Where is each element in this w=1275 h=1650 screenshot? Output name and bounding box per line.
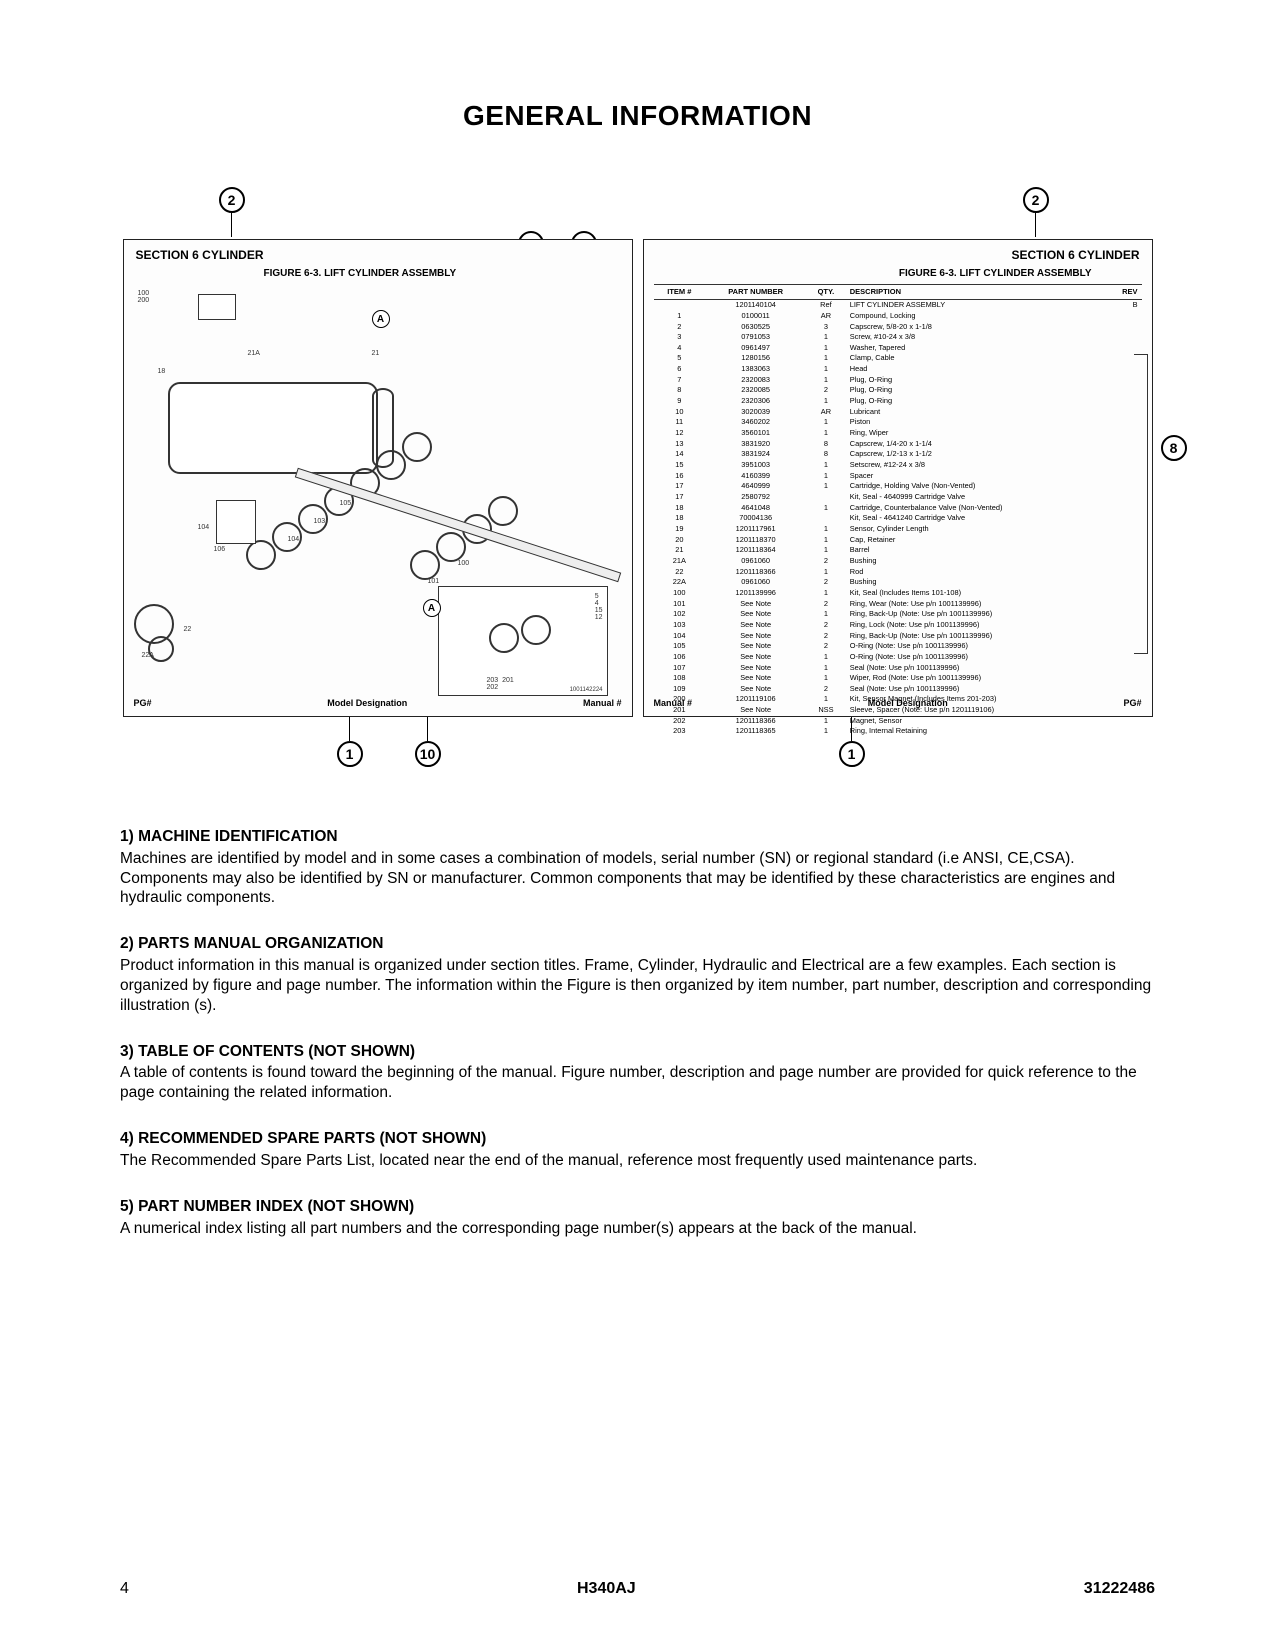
section-heading: 2) PARTS MANUAL ORGANIZATION bbox=[120, 934, 1155, 954]
left-footer: PG# Model Designation Manual # bbox=[124, 698, 632, 708]
th-qty: QTY. bbox=[806, 285, 846, 300]
diagram: 2 2 10 6 7 8 9 1 10 1 SECTION 6 CYLINDER… bbox=[123, 187, 1153, 767]
section-body: A numerical index listing all part numbe… bbox=[120, 1219, 1155, 1239]
right-section-header: SECTION 6 CYLINDER bbox=[1011, 248, 1139, 262]
table-row: 409614971Washer, Tapered bbox=[654, 342, 1142, 353]
table-row: 1912011179611Sensor, Cylinder Length bbox=[654, 523, 1142, 534]
section-heading: 1) MACHINE IDENTIFICATION bbox=[120, 827, 1155, 847]
callout-number: 2 bbox=[1023, 187, 1049, 213]
callout-8: 8 bbox=[1161, 435, 1187, 461]
th-desc: DESCRIPTION bbox=[846, 285, 1104, 300]
table-row: 1338319208Capscrew, 1/4-20 x 1-1/4 bbox=[654, 438, 1142, 449]
table-row: 823200852Plug, O-Ring bbox=[654, 385, 1142, 396]
section-body: A table of contents is found toward the … bbox=[120, 1063, 1155, 1103]
table-row: 109See Note2 Seal (Note: Use p/n 1001139… bbox=[654, 683, 1142, 694]
figure-title-left: FIGURE 6-3. LIFT CYLINDER ASSEMBLY bbox=[264, 268, 457, 279]
callout-1-left: 1 bbox=[337, 717, 363, 767]
callout-number: 2 bbox=[219, 187, 245, 213]
table-row: 106See Note1 O-Ring (Note: Use p/n 10011… bbox=[654, 651, 1142, 662]
bracket-icon bbox=[1134, 354, 1148, 654]
table-row: 103020039ARLubricant bbox=[654, 406, 1142, 417]
table-row: 1846410481Cartridge, Counterbalance Valv… bbox=[654, 502, 1142, 513]
table-row: 10012011399961Kit, Seal (Includes Items … bbox=[654, 587, 1142, 598]
marker-a-2: A bbox=[423, 599, 441, 617]
table-row: 613830631Head bbox=[654, 364, 1142, 375]
table-row: 102See Note1 Ring, Back-Up (Note: Use p/… bbox=[654, 609, 1142, 620]
footer-manual: Manual # bbox=[583, 698, 622, 708]
footer-model: Model Designation bbox=[868, 698, 948, 708]
footer-model: H340AJ bbox=[577, 1580, 636, 1598]
table-row: 20212011183661 Magnet, Sensor bbox=[654, 715, 1142, 726]
table-row: 103See Note2 Ring, Lock (Note: Use p/n 1… bbox=[654, 619, 1142, 630]
callout-2-left: 2 bbox=[219, 187, 245, 237]
right-panel: SECTION 6 CYLINDER FIGURE 6-3. LIFT CYLI… bbox=[643, 239, 1153, 717]
table-row: 172580792 Kit, Seal - 4640999 Cartridge … bbox=[654, 491, 1142, 502]
table-row: 105See Note2 O-Ring (Note: Use p/n 10011… bbox=[654, 641, 1142, 652]
figure-title-right: FIGURE 6-3. LIFT CYLINDER ASSEMBLY bbox=[899, 268, 1092, 279]
inset-detail: A 541512 203 201202 1001142224 bbox=[438, 586, 608, 696]
callout-number: 1 bbox=[337, 741, 363, 767]
left-panel: SECTION 6 CYLINDER FIGURE 6-3. LIFT CYLI… bbox=[123, 239, 633, 717]
callout-2-right: 2 bbox=[1023, 187, 1049, 237]
th-rev: REV bbox=[1104, 285, 1142, 300]
footer-docnum: 31222486 bbox=[1084, 1580, 1155, 1598]
table-row: 108See Note1 Wiper, Rod (Note: Use p/n 1… bbox=[654, 673, 1142, 684]
footer-pg: PG# bbox=[134, 698, 152, 708]
section-body: The Recommended Spare Parts List, locate… bbox=[120, 1151, 1155, 1171]
page-number: 4 bbox=[120, 1580, 129, 1598]
footer-model: Model Designation bbox=[327, 698, 407, 708]
footer-manual: Manual # bbox=[654, 698, 693, 708]
table-row: 512801561Clamp, Cable bbox=[654, 353, 1142, 364]
table-row: 2212011183661Rod bbox=[654, 566, 1142, 577]
cylinder-body bbox=[168, 382, 378, 474]
section-heading: 5) PART NUMBER INDEX (NOT SHOWN) bbox=[120, 1197, 1155, 1217]
right-footer: Manual # Model Designation PG# bbox=[644, 698, 1152, 708]
table-row: 206305253Capscrew, 5/8-20 x 1-1/8 bbox=[654, 321, 1142, 332]
sections: 1) MACHINE IDENTIFICATIONMachines are id… bbox=[120, 827, 1155, 1238]
table-row: 21A09610602 Bushing bbox=[654, 555, 1142, 566]
section-heading: 4) RECOMMENDED SPARE PARTS (NOT SHOWN) bbox=[120, 1129, 1155, 1149]
table-header-row: ITEM # PART NUMBER QTY. DESCRIPTION REV bbox=[654, 285, 1142, 300]
exploded-sketch: 100200 A 18 21A 21 104 103 105 101 bbox=[138, 290, 618, 666]
table-row: 1641603991Spacer bbox=[654, 470, 1142, 481]
section-body: Product information in this manual is or… bbox=[120, 956, 1155, 1015]
callout-number: 1 bbox=[839, 741, 865, 767]
callout-number: 8 bbox=[1161, 435, 1187, 461]
table-row: 1539510031Setscrew, #12-24 x 3/8 bbox=[654, 459, 1142, 470]
table-row: 2112011183641Barrel bbox=[654, 545, 1142, 556]
table-row: 1134602021Piston bbox=[654, 417, 1142, 428]
table-row: 1438319248Capscrew, 1/2-13 x 1-1/2 bbox=[654, 449, 1142, 460]
table-row: 2012011183701Cap, Retainer bbox=[654, 534, 1142, 545]
table-row: 1201140104RefLIFT CYLINDER ASSEMBLYB bbox=[654, 299, 1142, 310]
table-row: 1870004136 Kit, Seal - 4641240 Cartridge… bbox=[654, 513, 1142, 524]
table-row: 107See Note1 Seal (Note: Use p/n 1001139… bbox=[654, 662, 1142, 673]
page-footer: 4 H340AJ 31222486 bbox=[120, 1580, 1155, 1598]
table-row: 1235601011Ring, Wiper bbox=[654, 427, 1142, 438]
table-row: 1746409991Cartridge, Holding Valve (Non-… bbox=[654, 481, 1142, 492]
section-heading: 3) TABLE OF CONTENTS (NOT SHOWN) bbox=[120, 1042, 1155, 1062]
table-row: 101See Note2 Ring, Wear (Note: Use p/n 1… bbox=[654, 598, 1142, 609]
table-row: 10100011ARCompound, Locking bbox=[654, 310, 1142, 321]
left-section-header: SECTION 6 CYLINDER bbox=[136, 248, 264, 262]
parts-table: ITEM # PART NUMBER QTY. DESCRIPTION REV … bbox=[654, 284, 1142, 666]
table-row: 20312011183651 Ring, Internal Retaining bbox=[654, 726, 1142, 737]
table-row: 22A09610602 Bushing bbox=[654, 577, 1142, 588]
footer-pg: PG# bbox=[1123, 698, 1141, 708]
section-body: Machines are identified by model and in … bbox=[120, 849, 1155, 908]
th-partnum: PART NUMBER bbox=[705, 285, 806, 300]
marker-a-1: A bbox=[372, 310, 390, 328]
table-row: 104See Note2 Ring, Back-Up (Note: Use p/… bbox=[654, 630, 1142, 641]
callout-10-bottom: 10 bbox=[415, 717, 441, 767]
table-row: 307910531Screw, #10-24 x 3/8 bbox=[654, 332, 1142, 343]
callout-number: 10 bbox=[415, 741, 441, 767]
table-row: 723200831Plug, O-Ring bbox=[654, 374, 1142, 385]
th-item: ITEM # bbox=[654, 285, 706, 300]
table-row: 923203061Plug, O-Ring bbox=[654, 396, 1142, 407]
page-title: GENERAL INFORMATION bbox=[120, 100, 1155, 132]
